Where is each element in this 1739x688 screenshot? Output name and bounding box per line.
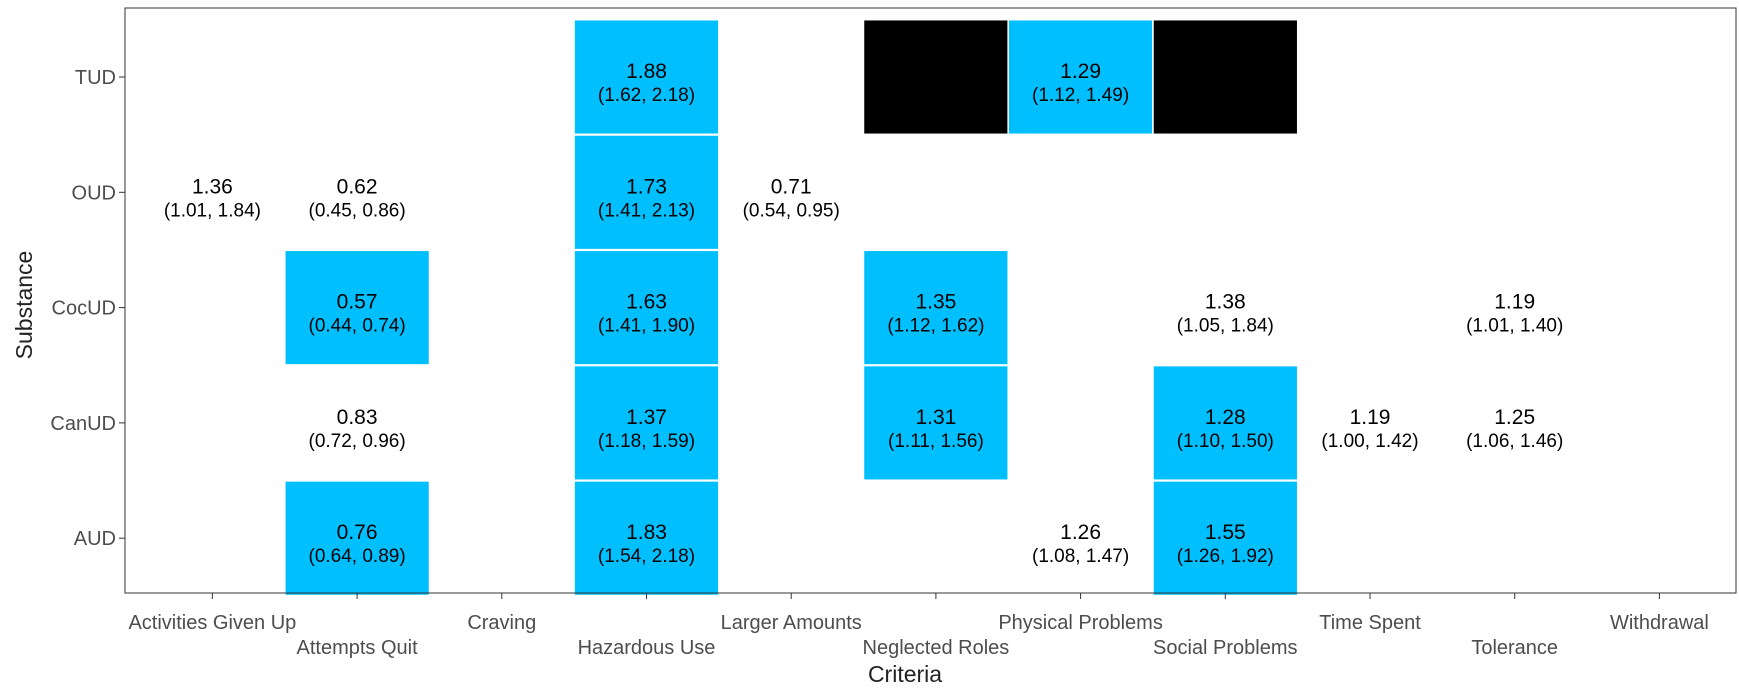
- cell-tud-neglected-roles-tile: [862, 18, 1009, 136]
- cell-aud-social-problems-tile: [1152, 480, 1299, 597]
- cell-oud-hazardous-use-ci: (1.41, 2.13): [598, 200, 695, 221]
- y-tick-label-tud: TUD: [75, 67, 116, 89]
- cell-cocud-neglected-roles-ci: (1.12, 1.62): [887, 316, 984, 337]
- cell-canud-attempts-quit-estimate: 0.83: [337, 406, 378, 429]
- cell-canud-tolerance-estimate: 1.25: [1494, 406, 1535, 429]
- cell-tud-hazardous-use-tile: [573, 18, 720, 136]
- panel-border: [124, 7, 1737, 594]
- cell-cocud-social-problems-estimate: 1.38: [1205, 291, 1246, 314]
- cell-aud-hazardous-use-tile: [573, 480, 720, 597]
- cell-cocud-tolerance-ci: (1.01, 1.40): [1466, 316, 1563, 337]
- cell-aud-hazardous-use-ci: (1.54, 2.18): [598, 546, 695, 567]
- cell-oud-hazardous-use-tile: [573, 134, 720, 251]
- labels-layer: AUD CanUD CocUD OUD TUD Activities Given UpAt…: [50, 67, 1708, 659]
- cell-aud-attempts-quit-ci: (0.64, 0.89): [309, 546, 406, 567]
- cell-cocud-attempts-quit-estimate: 0.57: [337, 291, 378, 314]
- x-tick-label-neglected-roles: Neglected Roles: [863, 637, 1010, 659]
- cell-oud-larger-amounts-ci: (0.54, 0.95): [743, 200, 840, 221]
- cell-aud-social-problems-estimate: 1.55: [1205, 521, 1246, 544]
- cell-cocud-neglected-roles-tile: [862, 249, 1009, 366]
- ticks-layer: [119, 76, 1660, 599]
- y-tick-label-cocud: CocUD: [52, 298, 116, 320]
- cell-canud-social-problems-ci: (1.10, 1.50): [1177, 431, 1274, 452]
- cell-aud-hazardous-use-estimate: 1.83: [626, 521, 667, 544]
- cell-canud-tolerance-ci: (1.06, 1.46): [1466, 431, 1563, 452]
- cell-cocud-hazardous-use-tile: [573, 249, 720, 366]
- cell-cocud-attempts-quit-ci: (0.44, 0.74): [309, 316, 406, 337]
- x-tick-label-social-problems: Social Problems: [1153, 637, 1298, 659]
- cell-tud-physical-problems-tile: [1007, 18, 1154, 136]
- cell-canud-time-spent-estimate: 1.19: [1350, 406, 1391, 429]
- cell-cocud-neglected-roles-estimate: 1.35: [915, 291, 956, 314]
- cell-cocud-attempts-quit-tile: [284, 249, 431, 366]
- x-axis-title: Criteria: [868, 661, 942, 687]
- cell-canud-neglected-roles-estimate: 1.31: [915, 406, 956, 429]
- cell-oud-larger-amounts-estimate: 0.71: [771, 175, 812, 198]
- cell-tud-hazardous-use-estimate: 1.88: [626, 60, 667, 83]
- cell-aud-physical-problems-estimate: 1.26: [1060, 521, 1101, 544]
- cell-oud-attempts-quit-ci: (0.45, 0.86): [309, 200, 406, 221]
- cell-canud-social-problems-estimate: 1.28: [1205, 406, 1246, 429]
- x-tick-label-craving: Craving: [467, 612, 536, 634]
- cell-canud-hazardous-use-ci: (1.18, 1.59): [598, 431, 695, 452]
- cells-layer: 1.88(1.62, 2.18)1.29(1.12, 1.49)1.36(1.0…: [164, 18, 1563, 597]
- cell-oud-activities-given-up-estimate: 1.36: [192, 175, 233, 198]
- cell-canud-neglected-roles-ci: (1.11, 1.56): [888, 431, 984, 452]
- cell-canud-attempts-quit-ci: (0.72, 0.96): [309, 431, 406, 452]
- cell-cocud-tolerance-estimate: 1.19: [1494, 291, 1535, 314]
- cell-tud-social-problems-tile: [1152, 18, 1299, 136]
- cell-tud-physical-problems-ci: (1.12, 1.49): [1032, 85, 1129, 106]
- x-tick-label-larger-amounts: Larger Amounts: [721, 612, 862, 634]
- x-tick-label-tolerance: Tolerance: [1471, 637, 1558, 659]
- x-tick-label-physical-problems: Physical Problems: [998, 612, 1163, 634]
- x-tick-label-activities-given-up: Activities Given Up: [128, 612, 296, 634]
- y-tick-label-aud: AUD: [74, 528, 116, 550]
- cell-aud-social-problems-ci: (1.26, 1.92): [1177, 546, 1274, 567]
- y-tick-label-oud: OUD: [72, 182, 116, 204]
- cell-tud-physical-problems-estimate: 1.29: [1060, 60, 1101, 83]
- cell-cocud-hazardous-use-ci: (1.41, 1.90): [598, 316, 695, 337]
- y-axis-title: Substance: [11, 251, 37, 360]
- x-tick-label-time-spent: Time Spent: [1319, 612, 1421, 634]
- cell-oud-attempts-quit-estimate: 0.62: [337, 175, 378, 198]
- cell-cocud-hazardous-use-estimate: 1.63: [626, 291, 667, 314]
- cell-aud-physical-problems-ci: (1.08, 1.47): [1032, 546, 1129, 567]
- cell-canud-time-spent-ci: (1.00, 1.42): [1321, 431, 1418, 452]
- cell-oud-hazardous-use-estimate: 1.73: [626, 175, 667, 198]
- x-tick-label-withdrawal: Withdrawal: [1610, 612, 1709, 634]
- cell-tud-hazardous-use-ci: (1.62, 2.18): [598, 85, 695, 106]
- x-tick-label-attempts-quit: Attempts Quit: [297, 637, 419, 659]
- cell-canud-neglected-roles-tile: [862, 364, 1009, 481]
- cell-aud-attempts-quit-estimate: 0.76: [337, 521, 378, 544]
- cell-aud-attempts-quit-tile: [284, 480, 431, 597]
- cell-oud-activities-given-up-ci: (1.01, 1.84): [164, 200, 261, 221]
- cell-canud-hazardous-use-estimate: 1.37: [626, 406, 667, 429]
- cell-cocud-social-problems-ci: (1.05, 1.84): [1177, 316, 1274, 337]
- y-tick-label-canud: CanUD: [50, 413, 116, 435]
- x-tick-label-hazardous-use: Hazardous Use: [578, 637, 716, 659]
